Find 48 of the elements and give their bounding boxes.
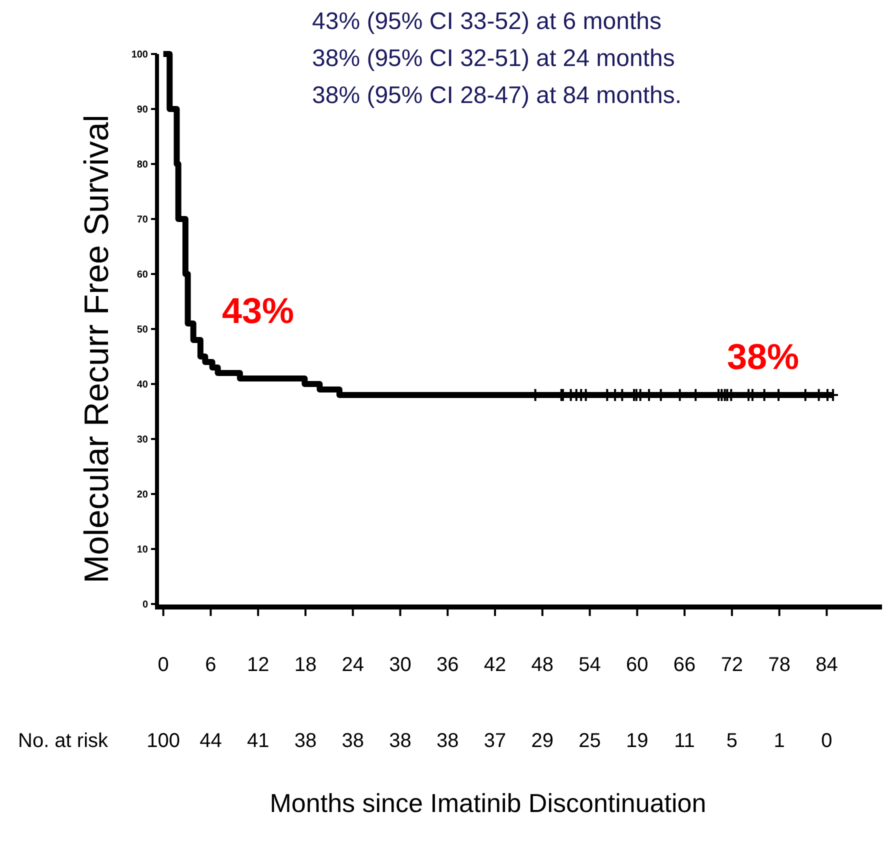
text: 38	[389, 730, 412, 752]
x-tick-label: 0	[158, 654, 169, 676]
x-tick-label: 54	[578, 654, 601, 676]
x-tick-label: 48	[531, 654, 554, 676]
x-tick-label: 78	[768, 654, 790, 676]
y-tick-label: 60	[136, 270, 148, 280]
text: 38	[342, 730, 364, 752]
text: 41	[246, 730, 270, 752]
x-tick-label: 84	[816, 654, 838, 676]
x-tick-label: 36	[436, 654, 459, 676]
x-tick-label: 18	[294, 654, 317, 676]
x-tick-label: 42	[484, 654, 506, 676]
x-tick-label: 24	[342, 654, 364, 676]
text: 11	[674, 730, 695, 752]
text: No. at risk	[18, 730, 110, 752]
annotation: 38% (95% CI 28-47) at 84 months.	[312, 82, 682, 109]
x-tick-label: 60	[626, 654, 648, 676]
text: 1	[774, 730, 785, 752]
text: 5	[726, 730, 738, 752]
annotation: 38% (95% CI 32-51) at 24 months	[312, 45, 675, 72]
x-tick-label: 12	[246, 654, 270, 676]
text: 43% (95% CI 33-52) at 6 months	[312, 8, 662, 35]
y-tick-label: 20	[136, 490, 148, 500]
y-tick-label: 40	[136, 380, 148, 390]
x-tick-label: 30	[389, 654, 412, 676]
text: 25	[578, 730, 601, 752]
y-tick-label: 30	[136, 434, 148, 446]
text: 29	[531, 730, 554, 752]
y-tick-label: 90	[136, 104, 148, 116]
text: 19	[626, 730, 648, 752]
annotation: 38%	[726, 336, 800, 377]
text: 38	[294, 730, 317, 752]
y-axis-title: Molecular Recurr Free Survival	[78, 114, 116, 584]
y-tick-label: 10	[136, 544, 148, 556]
x-tick-label: 72	[720, 654, 744, 676]
y-tick-label: 50	[136, 324, 148, 336]
y-tick-label: 0	[142, 600, 148, 610]
annotation: 43%	[222, 290, 294, 331]
text: 37	[484, 730, 506, 752]
text: 38	[436, 730, 459, 752]
text: 44	[200, 730, 222, 752]
y-tick-label: 70	[136, 214, 148, 226]
y-tick-label: 80	[136, 160, 148, 170]
x-axis-title: Months since Imatinib Discontinuation	[270, 788, 706, 818]
text: 0	[821, 730, 832, 752]
x-tick-label: 66	[673, 654, 696, 676]
y-tick-label: 100	[131, 50, 148, 60]
x-tick-label: 6	[205, 654, 216, 676]
